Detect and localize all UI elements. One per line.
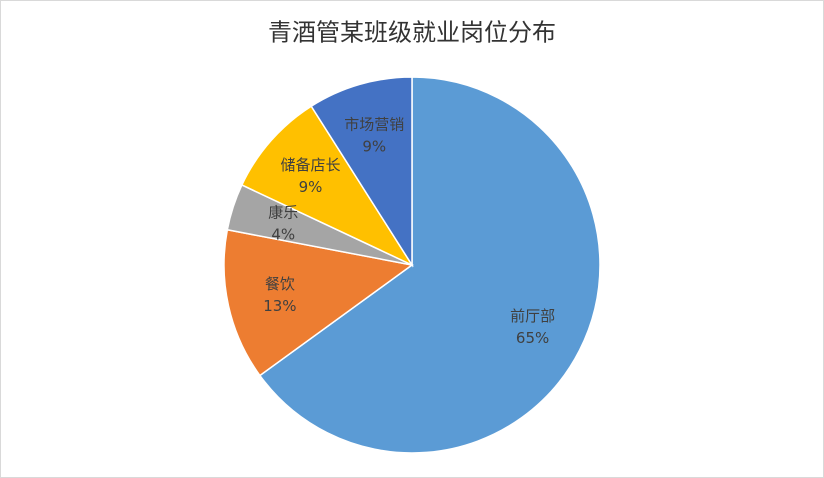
slice-label: 储备店长 (280, 156, 340, 174)
value-label: 65% (516, 329, 549, 347)
slice-label: 前厅部 (510, 307, 555, 325)
pie-slice (258, 76, 601, 454)
chart-title: 青酒管某班级就业岗位分布 (268, 19, 556, 47)
pie-slice (310, 76, 413, 268)
value-label: 13% (263, 297, 296, 315)
slice-label: 市场营销 (344, 116, 404, 134)
value-label: 9% (299, 178, 323, 196)
pie-slice (223, 228, 414, 377)
pie-slice (240, 105, 415, 267)
value-label: 4% (271, 226, 295, 244)
slice-label: 康乐 (268, 204, 298, 222)
value-label: 9% (362, 138, 386, 156)
slice-label: 餐饮 (265, 275, 295, 293)
